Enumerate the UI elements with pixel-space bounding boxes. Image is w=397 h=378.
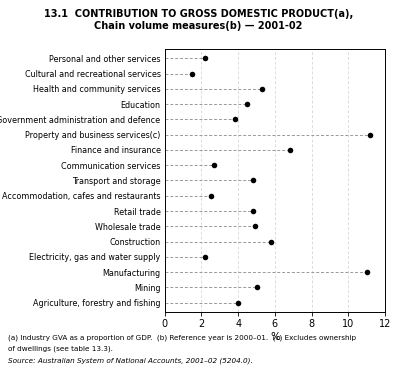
Text: 13.1  CONTRIBUTION TO GROSS DOMESTIC PRODUCT(a),: 13.1 CONTRIBUTION TO GROSS DOMESTIC PROD… xyxy=(44,9,353,19)
Text: Chain volume measures(b) — 2001-02: Chain volume measures(b) — 2001-02 xyxy=(94,21,303,31)
Text: Source: Australian System of National Accounts, 2001–02 (5204.0).: Source: Australian System of National Ac… xyxy=(8,357,252,364)
Text: of dwellings (see table 13.3).: of dwellings (see table 13.3). xyxy=(8,346,113,352)
X-axis label: %: % xyxy=(270,332,280,342)
Text: (a) Industry GVA as a proportion of GDP.  (b) Reference year is 2000–01.  (c) Ex: (a) Industry GVA as a proportion of GDP.… xyxy=(8,335,356,341)
